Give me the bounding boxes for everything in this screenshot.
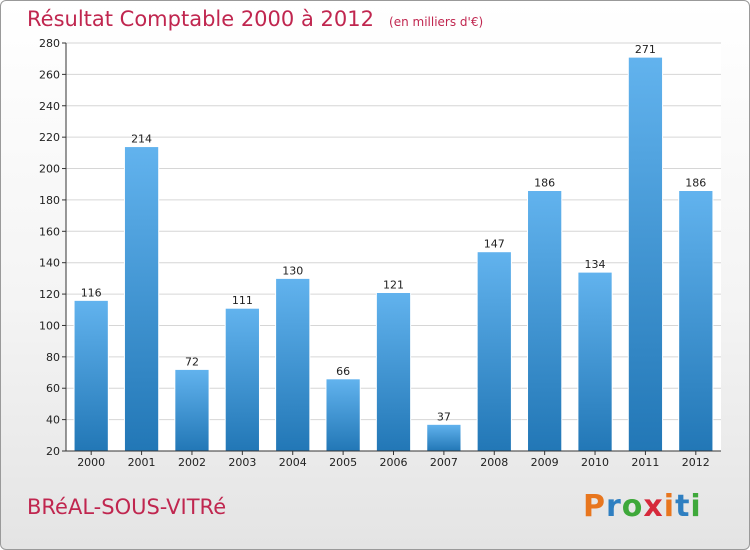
logo-letter: i	[690, 489, 702, 524]
x-axis-ticks: 2000 2001 2002 2003 2004 2005 2006 2007 2008 2009…	[77, 451, 710, 469]
data-label-2000: 116	[81, 286, 102, 299]
x-tick-label-2001: 2001	[128, 456, 156, 469]
bar-2010	[577, 271, 613, 452]
data-label-2001: 214	[131, 133, 152, 146]
y-axis-ticks: 20 40 60 80 100 120 140 160 180 200 220 240 260 280	[39, 37, 66, 458]
x-tick-label-2010: 2010	[581, 456, 609, 469]
logo-letter: o	[621, 489, 644, 524]
y-tick-label: 240	[39, 100, 60, 113]
chart-title: Résultat Comptable 2000 à 2012	[27, 7, 374, 31]
data-label-2005: 66	[336, 365, 350, 378]
y-tick-label: 180	[39, 194, 60, 207]
x-tick-label-2008: 2008	[480, 456, 508, 469]
bar-2004	[275, 277, 311, 452]
x-tick-label-2012: 2012	[682, 456, 710, 469]
data-label-2004: 130	[282, 264, 303, 277]
chart-title-block: Résultat Comptable 2000 à 2012 (en milli…	[27, 7, 483, 31]
data-label-2006: 121	[383, 279, 404, 292]
x-tick-label-2006: 2006	[380, 456, 408, 469]
y-tick-label: 80	[46, 351, 60, 364]
x-tick-label-2009: 2009	[531, 456, 559, 469]
bar-2006	[375, 292, 412, 452]
y-tick-label: 220	[39, 131, 60, 144]
x-tick-label-2004: 2004	[279, 456, 307, 469]
y-tick-label: 280	[39, 37, 60, 50]
bar-2009	[527, 190, 563, 452]
bar-2007	[426, 423, 462, 452]
data-label-2010: 134	[585, 258, 606, 271]
x-tick-label-2002: 2002	[178, 456, 206, 469]
y-tick-label: 160	[39, 225, 60, 238]
chart-unit-note: (en milliers d'€)	[389, 15, 484, 29]
bar-2001	[123, 146, 160, 452]
logo-letter: i	[663, 489, 676, 524]
y-tick-label: 100	[39, 319, 60, 332]
bar-2012	[678, 190, 714, 452]
y-tick-label: 140	[39, 257, 60, 270]
data-label-2007: 37	[437, 410, 451, 423]
x-tick-label-2003: 2003	[228, 456, 256, 469]
y-tick-label: 60	[46, 382, 60, 395]
x-tick-label-2000: 2000	[77, 456, 105, 469]
logo-letter: r	[606, 489, 622, 524]
data-label-2008: 147	[484, 238, 505, 251]
x-tick-label-2005: 2005	[329, 456, 357, 469]
y-tick-label: 200	[39, 163, 60, 176]
data-label-2011: 271	[635, 43, 656, 56]
x-tick-label-2011: 2011	[631, 456, 659, 469]
bar-2000	[73, 299, 109, 452]
data-label-2012: 186	[685, 177, 706, 190]
bar-2003	[224, 307, 260, 452]
bars: 116 214 72 111 130 66 121 37 147 186 134 271 186	[73, 43, 714, 452]
x-tick-label-2007: 2007	[430, 456, 458, 469]
y-tick-label: 40	[46, 414, 60, 427]
logo-letter: x	[643, 489, 664, 524]
bar-2002	[174, 368, 210, 452]
proxiti-logo: Proxiti	[583, 489, 702, 524]
data-label-2002: 72	[185, 355, 199, 368]
y-tick-label: 260	[39, 68, 60, 81]
logo-letter: P	[583, 489, 606, 524]
bar-2008	[476, 251, 512, 452]
data-label-2003: 111	[232, 294, 253, 307]
bar-2011	[627, 56, 664, 452]
bar-2005	[325, 378, 361, 452]
logo-letter: t	[675, 489, 691, 524]
data-label-2009: 186	[534, 177, 555, 190]
y-tick-label: 20	[46, 445, 60, 458]
commune-name: BRéAL-SOUS-VITRé	[27, 495, 227, 519]
y-tick-label: 120	[39, 288, 60, 301]
